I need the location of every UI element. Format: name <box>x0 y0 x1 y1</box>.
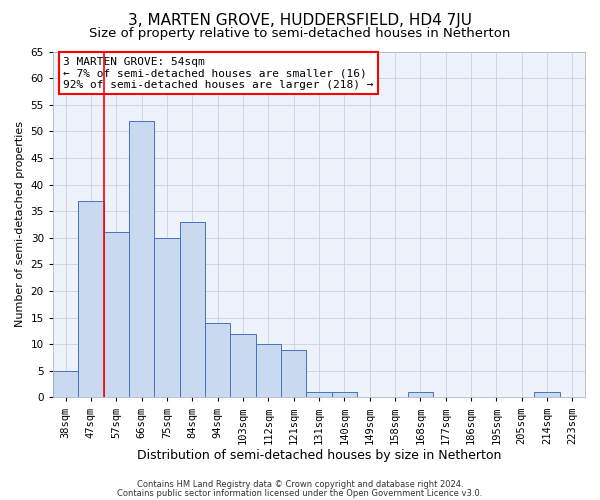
Text: Contains HM Land Registry data © Crown copyright and database right 2024.: Contains HM Land Registry data © Crown c… <box>137 480 463 489</box>
Bar <box>332 392 357 398</box>
Bar <box>230 334 256 398</box>
Y-axis label: Number of semi-detached properties: Number of semi-detached properties <box>15 122 25 328</box>
Bar <box>154 238 179 398</box>
Text: Contains public sector information licensed under the Open Government Licence v3: Contains public sector information licen… <box>118 488 482 498</box>
Bar <box>53 371 78 398</box>
Bar <box>407 392 433 398</box>
Bar <box>129 120 154 398</box>
Bar <box>256 344 281 398</box>
Text: 3 MARTEN GROVE: 54sqm
← 7% of semi-detached houses are smaller (16)
92% of semi-: 3 MARTEN GROVE: 54sqm ← 7% of semi-detac… <box>64 56 374 90</box>
Text: Size of property relative to semi-detached houses in Netherton: Size of property relative to semi-detach… <box>89 28 511 40</box>
Bar <box>179 222 205 398</box>
Bar <box>78 200 104 398</box>
Bar <box>104 232 129 398</box>
X-axis label: Distribution of semi-detached houses by size in Netherton: Distribution of semi-detached houses by … <box>137 450 501 462</box>
Bar <box>205 323 230 398</box>
Bar <box>535 392 560 398</box>
Bar <box>281 350 306 398</box>
Text: 3, MARTEN GROVE, HUDDERSFIELD, HD4 7JU: 3, MARTEN GROVE, HUDDERSFIELD, HD4 7JU <box>128 12 472 28</box>
Bar <box>306 392 332 398</box>
